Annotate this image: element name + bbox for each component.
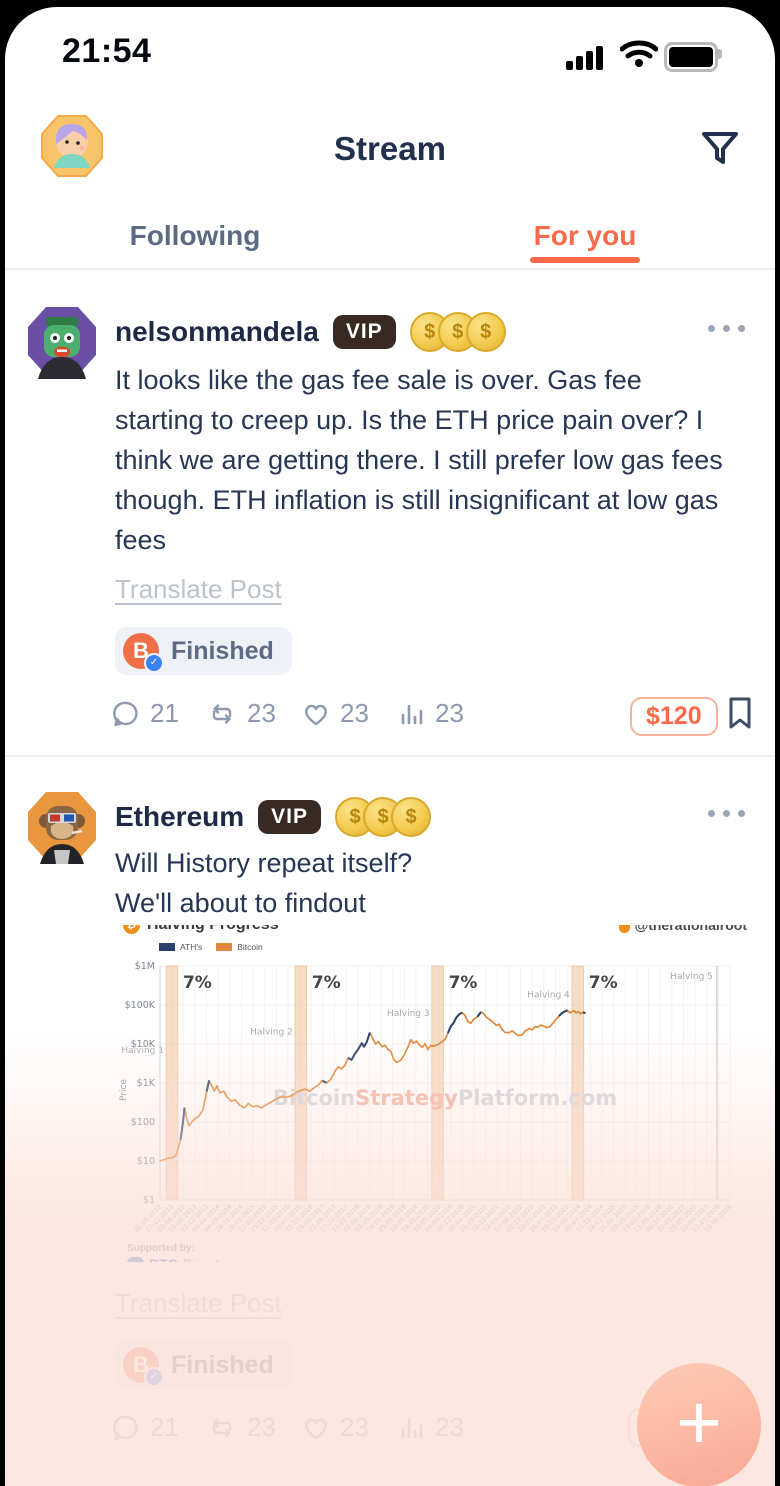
filter-icon[interactable] — [700, 128, 740, 168]
bitcoin-logo-icon: ₿ — [123, 925, 140, 934]
heart-icon — [305, 1418, 327, 1439]
bitcoin-verified-icon: B ✓ — [123, 1347, 164, 1387]
likes-button[interactable]: 23 — [302, 698, 397, 729]
profile-avatar[interactable] — [38, 112, 106, 180]
wifi-icon — [619, 40, 659, 73]
coin-badges: $ $ $ — [409, 312, 506, 352]
post-body: It looks like the gas fee sale is over. … — [115, 365, 723, 555]
heart-icon — [305, 704, 327, 725]
comment-icon — [113, 1415, 138, 1440]
btcdirect-logo: BTCDirect — [127, 1256, 219, 1262]
svg-text:7%: 7% — [449, 973, 478, 993]
coin-icon: $ — [465, 312, 506, 352]
svg-text:Halving 1: Halving 1 — [121, 1046, 164, 1056]
svg-text:$10: $10 — [137, 1156, 155, 1167]
post-avatar[interactable] — [24, 303, 100, 379]
legend-item: ATH's — [159, 942, 202, 952]
post-username[interactable]: Ethereum — [115, 801, 245, 832]
reposts-button[interactable]: 23 — [207, 698, 302, 729]
post-body-line: Will History repeat itself? — [115, 848, 413, 878]
finished-chip[interactable]: B ✓ Finished — [115, 1341, 292, 1389]
compose-fab-button[interactable]: + — [637, 1363, 761, 1486]
comment-icon — [113, 701, 138, 726]
legend-item: Bitcoin — [216, 942, 263, 952]
signal-icon — [566, 46, 603, 70]
btcdirect-icon — [127, 1256, 144, 1262]
post-username[interactable]: nelsonmandela — [115, 316, 319, 347]
svg-text:Halving 5: Halving 5 — [670, 972, 713, 982]
vip-badge: VIP — [258, 800, 322, 834]
battery-nub — [718, 49, 722, 59]
post-avatar[interactable] — [24, 788, 100, 864]
views-button[interactable]: 23 — [397, 1412, 492, 1443]
tab-following[interactable]: Following — [129, 220, 261, 251]
comments-button[interactable]: 21 — [112, 1412, 207, 1443]
chart-legend: ATH's Bitcoin — [159, 942, 263, 952]
comments-button[interactable]: 21 — [112, 698, 207, 729]
reward-badge[interactable]: $120 — [630, 697, 718, 736]
svg-text:Price: Price — [119, 1079, 129, 1101]
battery-icon — [664, 42, 718, 72]
supported-by-label: Supported by: — [127, 1243, 195, 1254]
active-tab-underline — [530, 257, 640, 263]
views-icon — [401, 704, 423, 724]
svg-text:$1: $1 — [143, 1195, 155, 1206]
repost-icon — [212, 1417, 232, 1438]
post-divider — [5, 755, 775, 757]
bookmark-icon[interactable] — [727, 696, 753, 735]
verified-check-icon: ✓ — [144, 1367, 164, 1387]
post-menu-icon[interactable] — [708, 810, 745, 817]
svg-text:7%: 7% — [312, 973, 341, 993]
phone-screen: 21:54 Stream Following For you — [5, 7, 775, 1486]
svg-text:7%: 7% — [183, 973, 212, 993]
post-menu-icon[interactable] — [708, 325, 745, 332]
post-stats-row: 21 23 23 23 — [112, 698, 632, 729]
repost-icon — [212, 703, 232, 724]
page-title: Stream — [334, 130, 446, 167]
post-stats-row: 21 23 23 23 — [112, 1412, 632, 1443]
coin-badges: $ $ $ — [335, 797, 432, 837]
author-icon — [618, 925, 630, 933]
post-body-line: We'll about to findout — [115, 888, 366, 918]
svg-text:Halving 2: Halving 2 — [250, 1028, 293, 1038]
tabs-divider — [5, 268, 775, 270]
chart-plot: 01-09-201227-12-201223-04-201318-08-2013… — [119, 961, 733, 1234]
views-icon — [401, 1418, 423, 1438]
status-time: 21:54 — [62, 32, 152, 70]
translate-post-link[interactable]: Translate Post — [115, 574, 282, 604]
chart-author-handle: @therationalroot — [634, 925, 747, 933]
svg-text:$1K: $1K — [137, 1078, 156, 1089]
reposts-button[interactable]: 23 — [207, 1412, 302, 1443]
tab-for-you[interactable]: For you — [533, 220, 637, 251]
views-button[interactable]: 23 — [397, 698, 492, 729]
plus-icon: + — [676, 1378, 722, 1466]
next-post-edge — [5, 1472, 775, 1486]
svg-text:$1M: $1M — [135, 961, 155, 972]
bitcoin-verified-icon: B ✓ — [123, 633, 164, 673]
halving-progress-chart-image[interactable]: ₿ Halving Progress @therationalroot ATH'… — [115, 925, 757, 1262]
likes-button[interactable]: 23 — [302, 1412, 397, 1443]
svg-text:Halving 4: Halving 4 — [527, 991, 570, 1001]
finished-chip[interactable]: B ✓ Finished — [115, 627, 292, 675]
svg-text:BitcoinStrategyPlatform.com: BitcoinStrategyPlatform.com — [273, 1086, 617, 1110]
vip-badge: VIP — [332, 315, 396, 349]
svg-text:7%: 7% — [589, 973, 618, 993]
translate-post-link[interactable]: Translate Post — [115, 1288, 282, 1318]
svg-text:$100: $100 — [131, 1117, 155, 1128]
svg-text:Halving 3: Halving 3 — [387, 1009, 430, 1019]
svg-text:$100K: $100K — [125, 1000, 156, 1011]
coin-icon: $ — [391, 797, 432, 837]
verified-check-icon: ✓ — [144, 653, 164, 673]
chart-title: Halving Progress — [147, 925, 279, 934]
